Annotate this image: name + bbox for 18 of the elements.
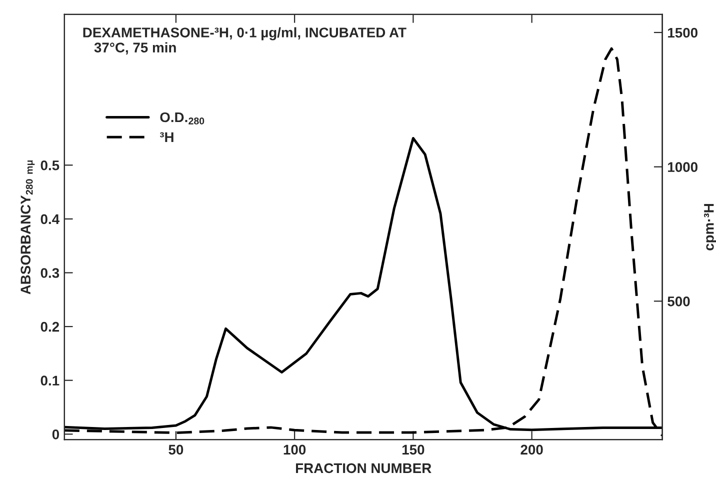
x-tick-label: 200	[520, 444, 543, 455]
y-tick-label: 0.1	[40, 376, 60, 386]
annotation: DEXAMETHASONE-³H, 0·1 µg/ml, INCUBATED AT 37°C, 75 min	[83, 27, 406, 54]
y-tick-label: 0.2	[40, 322, 60, 332]
legend-label: O.D.$_{280}$	[160, 112, 204, 124]
y-tick-label: 0.4	[40, 214, 60, 224]
x-axis-title: FRACTION NUMBER	[296, 463, 432, 474]
y-axis-title: ABSORBANCY$_{280 mμ}$	[20, 160, 35, 294]
y2-tick-label: 500	[668, 296, 690, 306]
x-tick-label: 150	[402, 444, 424, 455]
x-tick-label: 50	[168, 444, 184, 455]
y-tick-label: 0.3	[40, 268, 60, 278]
y2-tick-label: 1500	[668, 28, 698, 38]
y-tick-label: 0.5	[40, 160, 60, 170]
legend-label: ³H	[160, 132, 174, 142]
y-tick-label: 0	[52, 429, 60, 440]
x-tick-label: 100	[284, 444, 306, 455]
y2-tick-label: 1000	[668, 162, 698, 172]
